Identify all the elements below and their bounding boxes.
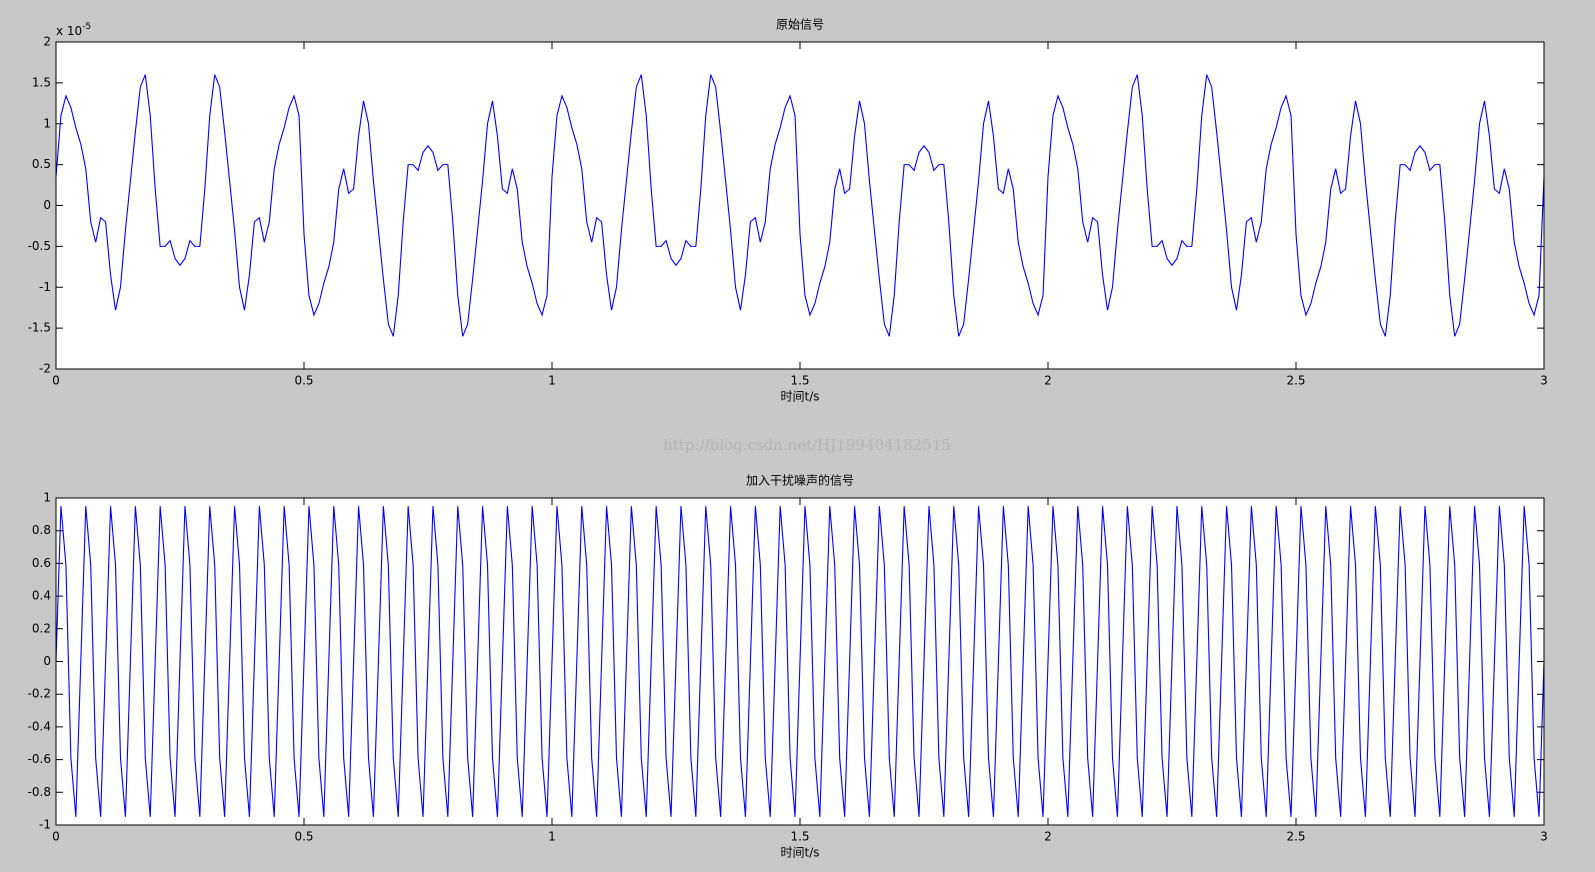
plot-area (56, 42, 1544, 369)
y-tick-label: -0.4 (28, 719, 51, 733)
y-tick-label: -2 (39, 362, 51, 376)
y-tick-label: -1 (39, 280, 51, 294)
watermark: http://blog.csdn.net/HJ199404182515 (663, 436, 951, 454)
y-tick-label: 1.5 (32, 75, 51, 89)
x-tick-label: 0.5 (294, 374, 313, 388)
x-tick-label: 2.5 (1286, 374, 1305, 388)
x-tick-label: 1.5 (790, 830, 809, 844)
axes-box (55, 497, 1545, 826)
y-tick-label: -0.2 (28, 687, 51, 701)
y-tick-label: -0.8 (28, 785, 51, 799)
y-tick-label: 0.6 (32, 556, 51, 570)
chart-title: 加入干扰噪声的信号 (746, 473, 854, 488)
y-tick-label: -0.6 (28, 752, 51, 766)
x-tick-label: 2.5 (1286, 830, 1305, 844)
y-tick-label: 0.8 (32, 523, 51, 537)
y-tick-label: -0.5 (28, 239, 51, 253)
x-tick-label: 1 (548, 374, 556, 388)
y-multiplier-base: x 10 (56, 24, 82, 38)
x-axis-label: 时间t/s (780, 390, 819, 404)
x-tick-label: 2 (1044, 374, 1052, 388)
y-tick-label: 0.4 (32, 589, 51, 603)
x-tick-label: 3 (1540, 830, 1548, 844)
y-tick-label: 1 (43, 116, 51, 130)
y-tick-label: 0.2 (32, 621, 51, 635)
y-tick-label: -1.5 (28, 321, 51, 335)
y-multiplier: x 10-5 (56, 22, 91, 38)
y-tick-label: 0.5 (32, 157, 51, 171)
x-tick-label: 1.5 (790, 374, 809, 388)
x-tick-label: 0.5 (294, 830, 313, 844)
x-tick-label: 0 (52, 374, 60, 388)
chart-title: 原始信号 (776, 18, 824, 32)
y-tick-label: -1 (39, 818, 51, 832)
x-tick-label: 3 (1540, 374, 1548, 388)
x-tick-label: 0 (52, 830, 60, 844)
y-tick-label: 0 (43, 198, 51, 212)
y-tick-label: 0 (43, 654, 51, 668)
y-tick-label: 2 (43, 35, 51, 49)
signal-line (55, 74, 1545, 337)
x-tick-label: 2 (1044, 830, 1052, 844)
axes-box (55, 41, 1545, 370)
x-tick-label: 1 (548, 830, 556, 844)
y-multiplier-exponent: -5 (82, 22, 91, 32)
x-axis-label: 时间t/s (780, 846, 819, 860)
y-tick-label: 1 (43, 491, 51, 505)
signal-line (55, 506, 1545, 817)
